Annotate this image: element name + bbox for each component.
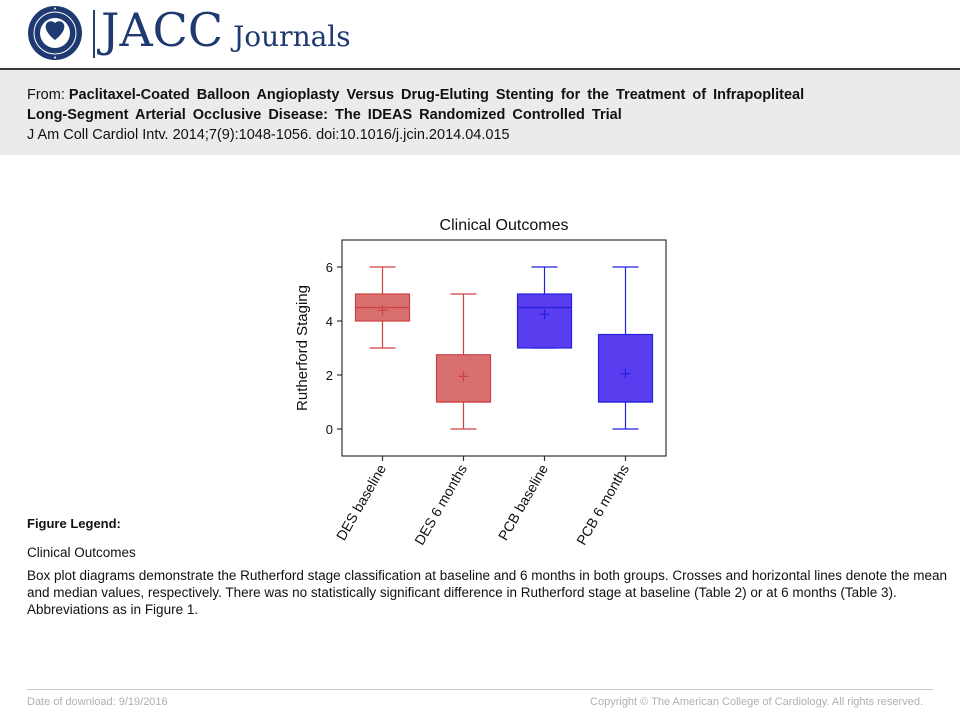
- article-title-line-1: Paclitaxel-Coated Balloon Angioplasty Ve…: [68, 87, 805, 103]
- article-title-line-2: Long-Segment Arterial Occlusive Disease:…: [27, 107, 622, 123]
- y-tick-label: 0: [326, 422, 333, 437]
- y-axis-label: Rutherford Staging: [294, 285, 311, 411]
- legend-text: Box plot diagrams demonstrate the Ruther…: [27, 568, 948, 617]
- logo-text: JACC: [101, 3, 224, 57]
- logo-divider: [93, 10, 95, 58]
- iqr-box: [597, 333, 654, 403]
- legend-heading: Figure Legend:: [27, 516, 121, 531]
- iqr-box: [516, 293, 573, 349]
- citation-panel: From: Paclitaxel-Coated Balloon Angiopla…: [0, 70, 960, 155]
- x-tick-label: DES 6 months: [411, 462, 470, 548]
- download-date: Date of download: 9/19/2016: [27, 696, 168, 708]
- header: JACC Journals: [0, 0, 960, 68]
- chart-title: Clinical Outcomes: [440, 217, 569, 234]
- from-label: From:: [27, 87, 65, 103]
- logo-subtext: Journals: [233, 20, 351, 53]
- plot-frame: [341, 239, 667, 457]
- header-rule: [0, 68, 960, 70]
- x-tick-label: PCB 6 months: [573, 462, 632, 548]
- y-tick-label: 2: [326, 368, 333, 383]
- y-tick-label: 6: [326, 260, 333, 275]
- citation-reference: J Am Coll Cardiol Intv. 2014;7(9):1048-1…: [27, 127, 510, 143]
- citation-line-1: From: Paclitaxel-Coated Balloon Angiopla…: [27, 86, 804, 104]
- y-tick-label: 4: [326, 314, 333, 329]
- copyright-notice: Copyright © The American College of Card…: [590, 696, 923, 708]
- legend-title: Clinical Outcomes: [27, 545, 136, 560]
- journal-logo: JACC Journals: [101, 3, 351, 57]
- citation-line-2: Long-Segment Arterial Occlusive Disease:…: [27, 106, 622, 124]
- footer-rule: [27, 689, 933, 690]
- acc-seal-logo: [28, 6, 82, 60]
